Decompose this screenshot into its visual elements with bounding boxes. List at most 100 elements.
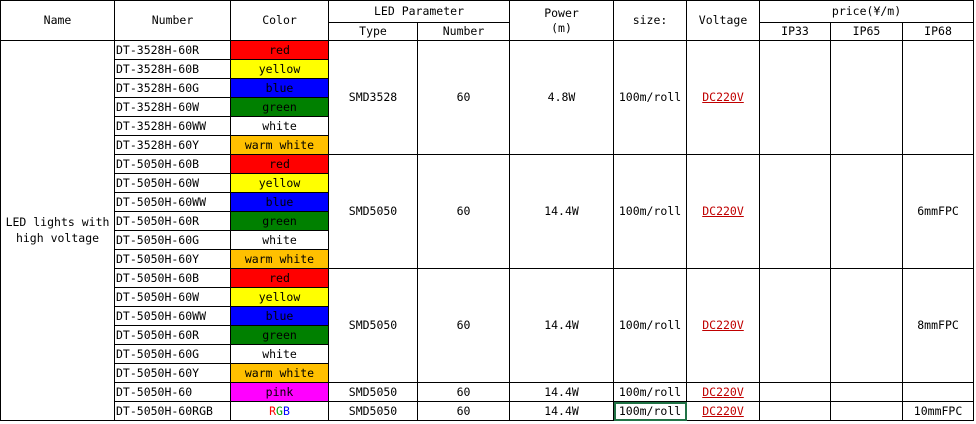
color-cell[interactable]: warm white xyxy=(230,249,329,269)
color-cell[interactable]: RGB xyxy=(230,401,329,421)
size-cell[interactable]: 100m/roll xyxy=(613,154,688,269)
led-number-cell[interactable]: 60 xyxy=(416,401,511,421)
color-cell[interactable]: green xyxy=(230,97,329,117)
led-type-cell[interactable]: SMD5050 xyxy=(328,268,418,383)
model-number-cell[interactable]: DT-5050H-60WW xyxy=(114,192,231,212)
price-ip65-cell[interactable] xyxy=(830,382,904,402)
color-cell[interactable]: red xyxy=(230,40,329,60)
table-row: DT-5050H-60Y warm white xyxy=(1,363,974,383)
voltage-cell[interactable]: DC220V xyxy=(686,268,761,383)
price-ip68-cell[interactable]: 10mmFPC xyxy=(902,401,975,421)
model-number-cell[interactable]: DT-3528H-60WW xyxy=(114,116,231,136)
color-cell[interactable]: yellow xyxy=(230,287,329,307)
size-cell[interactable]: 100m/roll xyxy=(613,382,688,402)
header-led-number[interactable]: Number xyxy=(416,22,511,41)
size-cell[interactable]: 100m/roll xyxy=(613,268,688,383)
header-power-line2: (m) xyxy=(551,20,572,35)
voltage-cell[interactable]: DC220V xyxy=(686,154,761,269)
price-ip33-cell[interactable] xyxy=(759,268,832,383)
voltage-cell[interactable]: DC220V xyxy=(686,382,761,402)
voltage-cell[interactable]: DC220V xyxy=(686,401,761,421)
power-cell[interactable]: 14.4W xyxy=(509,382,615,402)
price-ip68-cell[interactable]: 8mmFPC xyxy=(902,268,975,383)
color-cell[interactable]: white xyxy=(230,116,329,136)
price-ip33-cell[interactable] xyxy=(759,40,832,155)
header-size[interactable]: size: xyxy=(613,0,688,41)
color-cell[interactable]: green xyxy=(230,211,329,231)
voltage-cell[interactable]: DC220V xyxy=(686,40,761,155)
model-number-cell[interactable]: DT-5050H-60B xyxy=(114,268,231,288)
header-power[interactable]: Power (m) xyxy=(509,0,615,41)
color-cell[interactable]: blue xyxy=(230,78,329,98)
led-number-cell[interactable]: 60 xyxy=(416,154,511,269)
led-type-cell[interactable]: SMD3528 xyxy=(328,40,418,155)
header-led-parameter[interactable]: LED Parameter xyxy=(327,0,511,23)
color-cell[interactable]: white xyxy=(230,344,329,364)
model-number-cell[interactable]: DT-5050H-60W xyxy=(114,287,231,307)
color-cell[interactable]: blue xyxy=(230,192,329,212)
color-cell[interactable]: pink xyxy=(230,382,329,402)
header-ip33[interactable]: IP33 xyxy=(759,22,832,41)
price-ip65-cell[interactable] xyxy=(830,40,904,155)
model-number-cell[interactable]: DT-3528H-60W xyxy=(114,97,231,117)
price-ip65-cell[interactable] xyxy=(830,154,904,269)
model-number-cell[interactable]: DT-5050H-60R xyxy=(114,325,231,345)
model-number-cell[interactable]: DT-5050H-60W xyxy=(114,173,231,193)
product-name-cell[interactable]: LED lights with high voltage xyxy=(0,40,115,421)
price-ip68-cell[interactable]: 6mmFPC xyxy=(902,154,975,269)
table-row: DT-3528H-60W green xyxy=(1,97,974,117)
header-ip65[interactable]: IP65 xyxy=(830,22,904,41)
power-cell[interactable]: 14.4W xyxy=(509,154,615,269)
size-cell[interactable]: 100m/roll xyxy=(613,40,688,155)
size-cell[interactable]: 100m/roll xyxy=(613,401,688,421)
color-cell[interactable]: red xyxy=(230,154,329,174)
price-ip65-cell[interactable] xyxy=(830,268,904,383)
model-number-cell[interactable]: DT-5050H-60B xyxy=(114,154,231,174)
power-cell[interactable]: 14.4W xyxy=(509,268,615,383)
model-number-cell[interactable]: DT-3528H-60Y xyxy=(114,135,231,155)
color-cell[interactable]: white xyxy=(230,230,329,250)
model-number-cell[interactable]: DT-5050H-60Y xyxy=(114,363,231,383)
header-ip68[interactable]: IP68 xyxy=(902,22,975,41)
model-number-cell[interactable]: DT-5050H-60G xyxy=(114,230,231,250)
color-cell[interactable]: blue xyxy=(230,306,329,326)
led-type-cell[interactable]: SMD5050 xyxy=(328,401,418,421)
color-cell[interactable]: warm white xyxy=(230,135,329,155)
table-row: DT-3528H-60G blue xyxy=(1,78,974,98)
price-ip65-cell[interactable] xyxy=(830,401,904,421)
price-ip33-cell[interactable] xyxy=(759,382,832,402)
color-cell[interactable]: green xyxy=(230,325,329,345)
model-number-cell[interactable]: DT-5050H-60R xyxy=(114,211,231,231)
model-number-cell[interactable]: DT-3528H-60R xyxy=(114,40,231,60)
led-number-cell[interactable]: 60 xyxy=(416,382,511,402)
price-ip68-cell[interactable] xyxy=(902,382,975,402)
led-type-cell[interactable]: SMD5050 xyxy=(328,154,418,269)
led-number-cell[interactable]: 60 xyxy=(416,40,511,155)
header-color[interactable]: Color xyxy=(230,0,329,41)
model-number-cell[interactable]: DT-5050H-60G xyxy=(114,344,231,364)
power-cell[interactable]: 4.8W xyxy=(509,40,615,155)
header-led-type[interactable]: Type xyxy=(328,22,418,41)
table-row: DT-5050H-60W yellow xyxy=(1,173,974,193)
price-ip33-cell[interactable] xyxy=(759,154,832,269)
header-voltage[interactable]: Voltage xyxy=(686,0,761,41)
model-number-cell[interactable]: DT-5050H-60 xyxy=(114,382,231,402)
led-number-cell[interactable]: 60 xyxy=(416,268,511,383)
model-number-cell[interactable]: DT-3528H-60G xyxy=(114,78,231,98)
led-type-cell[interactable]: SMD5050 xyxy=(328,382,418,402)
table-row: DT-5050H-60R green xyxy=(1,325,974,345)
color-cell[interactable]: red xyxy=(230,268,329,288)
model-number-cell[interactable]: DT-3528H-60B xyxy=(114,59,231,79)
model-number-cell[interactable]: DT-5050H-60WW xyxy=(114,306,231,326)
model-number-cell[interactable]: DT-5050H-60RGB xyxy=(114,401,231,421)
header-name[interactable]: Name xyxy=(0,0,115,41)
price-ip68-cell[interactable] xyxy=(902,40,975,155)
power-cell[interactable]: 14.4W xyxy=(509,401,615,421)
model-number-cell[interactable]: DT-5050H-60Y xyxy=(114,249,231,269)
color-cell[interactable]: warm white xyxy=(230,363,329,383)
header-price[interactable]: price(¥/m) xyxy=(759,0,975,23)
price-ip33-cell[interactable] xyxy=(759,401,832,421)
header-number[interactable]: Number xyxy=(114,0,231,41)
color-cell[interactable]: yellow xyxy=(230,173,329,193)
color-cell[interactable]: yellow xyxy=(230,59,329,79)
